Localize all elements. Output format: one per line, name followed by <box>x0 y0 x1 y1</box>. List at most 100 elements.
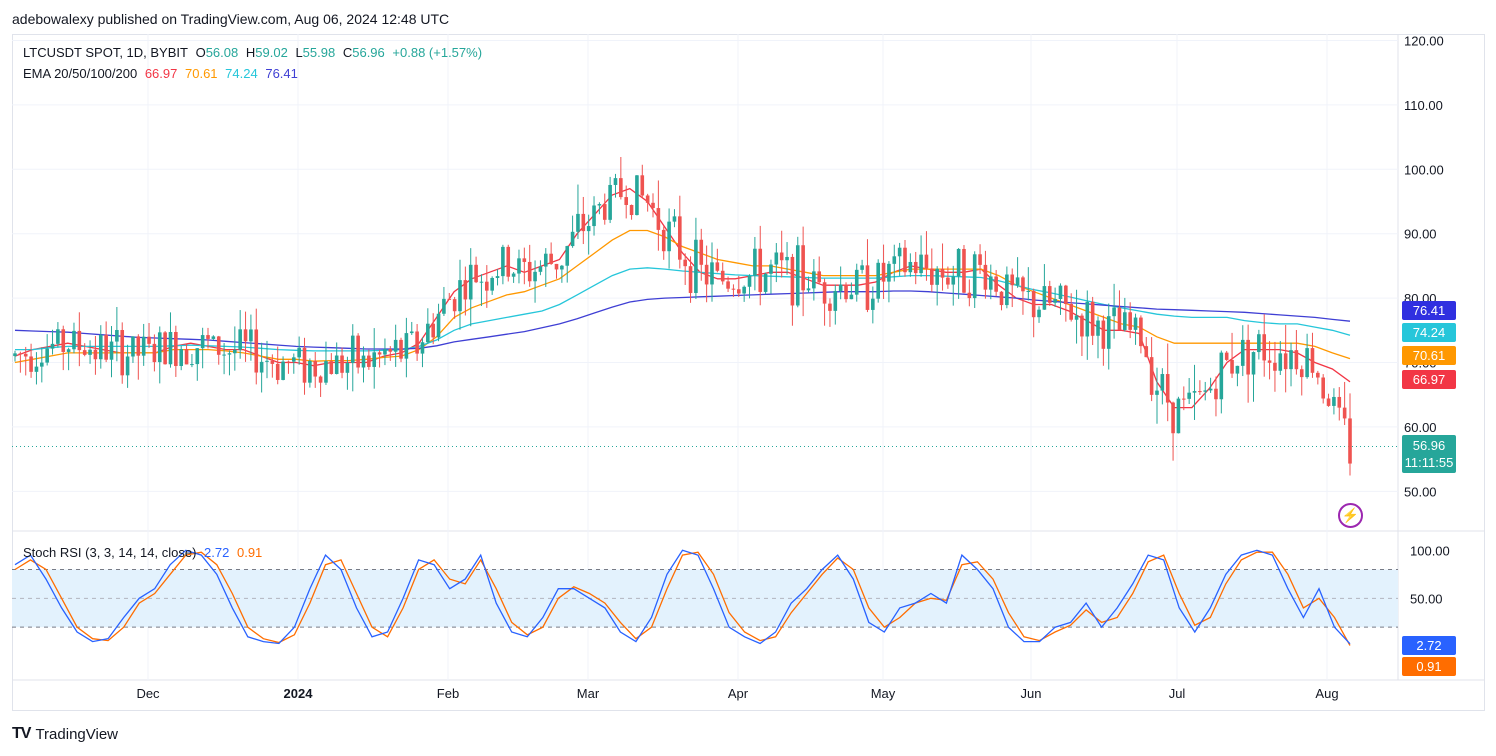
candle-body <box>297 347 301 358</box>
candle-body <box>1214 388 1218 400</box>
tradingview-logo-icon: TV <box>12 725 31 742</box>
candle-body <box>340 355 344 373</box>
candle-body <box>1348 418 1352 464</box>
candle-body <box>1289 350 1293 370</box>
candle-body <box>184 349 189 365</box>
candle-body <box>683 259 687 267</box>
candle-body <box>806 288 811 291</box>
candle-body <box>710 262 714 285</box>
ema-line-ema100 <box>15 267 1351 352</box>
candle-body <box>377 352 382 355</box>
ema-line-ema20 <box>14 187 1351 409</box>
rsi-legend: Stoch RSI (3, 3, 14, 14, close) 2.72 0.9… <box>23 545 266 560</box>
candle-body <box>570 231 575 247</box>
candle-body <box>275 363 280 380</box>
time-tick-label: 2024 <box>284 686 314 701</box>
candle-body <box>1299 369 1304 378</box>
candle-body <box>1337 396 1342 408</box>
candle-body <box>597 204 602 206</box>
candle-body <box>1085 301 1090 337</box>
price-tick-label: 120.00 <box>1404 33 1444 48</box>
candle-body <box>785 256 789 261</box>
candle-body <box>442 298 446 314</box>
low-label: L <box>295 45 303 60</box>
candle-body <box>812 271 816 289</box>
candle-body <box>801 245 805 291</box>
candle-body <box>828 303 832 311</box>
high-value: 59.02 <box>255 45 288 60</box>
candle-body <box>972 254 977 299</box>
candle-body <box>956 248 961 277</box>
candle-body <box>774 252 779 265</box>
candle-body <box>152 343 157 363</box>
time-tick-label: Jul <box>1169 686 1186 701</box>
candle-body <box>195 348 200 365</box>
candle-body <box>661 229 666 252</box>
time-tick-label: Aug <box>1315 686 1338 701</box>
candle-body <box>1101 320 1106 349</box>
candle-body <box>694 239 698 293</box>
candle-body <box>109 341 114 360</box>
candle-body <box>420 342 425 354</box>
high-label: H <box>245 45 256 60</box>
candle-body <box>1139 317 1143 347</box>
candle-body <box>141 336 146 356</box>
candle-body <box>1112 307 1116 317</box>
candle-body <box>1010 274 1015 286</box>
candle-body <box>592 205 596 227</box>
candle-body <box>1294 350 1299 370</box>
candle-body <box>308 360 312 383</box>
price-tick-label: 110.00 <box>1404 98 1443 113</box>
candle-body <box>1074 315 1079 320</box>
candle-body <box>527 261 532 282</box>
candle-body <box>1278 353 1283 371</box>
rsi-label: Stoch RSI (3, 3, 14, 14, close) <box>23 545 197 560</box>
candle-body <box>871 298 875 310</box>
candle-body <box>233 349 237 354</box>
candle-body <box>270 360 275 364</box>
candle-body <box>651 202 655 209</box>
candle-body <box>753 248 757 276</box>
candle-body <box>50 343 55 349</box>
candle-body <box>1053 299 1057 303</box>
candle-body <box>329 361 334 374</box>
bar-countdown: 11:11:55 <box>1404 455 1454 470</box>
candle-body <box>838 284 843 291</box>
candle-body <box>249 329 253 342</box>
candle-body <box>656 208 661 230</box>
candle-body <box>115 330 119 342</box>
candle-body <box>747 275 752 287</box>
candle-body <box>635 175 639 216</box>
candle-body <box>415 331 419 354</box>
candle-body <box>313 360 318 377</box>
candle-body <box>962 248 966 293</box>
candle-body <box>147 336 151 344</box>
candle-body <box>506 246 511 277</box>
last-price-value: 56.96 <box>1412 438 1446 453</box>
candle-body <box>1267 360 1272 363</box>
candle-body <box>254 329 259 373</box>
candle-body <box>720 270 725 282</box>
candle-body <box>104 334 108 360</box>
candle-body <box>82 350 87 355</box>
rsi-tick-label: 100.00 <box>1410 543 1450 558</box>
candle-body <box>479 281 484 283</box>
candle-body <box>533 271 537 282</box>
candle-body <box>174 331 178 367</box>
candle-body <box>897 247 902 257</box>
price-tick-label: 90.00 <box>1404 227 1437 242</box>
candle-body <box>1203 390 1208 392</box>
candle-body <box>988 276 993 290</box>
candle-body <box>13 353 17 357</box>
candle-body <box>388 349 393 352</box>
candle-body <box>324 361 328 383</box>
candle-body <box>1165 374 1170 403</box>
candle-body <box>999 291 1004 306</box>
candle-body <box>1155 390 1159 395</box>
lightning-icon[interactable]: ⚡ <box>1338 503 1363 528</box>
candle-body <box>463 280 468 300</box>
candle-body <box>736 289 741 294</box>
candle-body <box>302 347 307 383</box>
candle-body <box>726 281 730 289</box>
